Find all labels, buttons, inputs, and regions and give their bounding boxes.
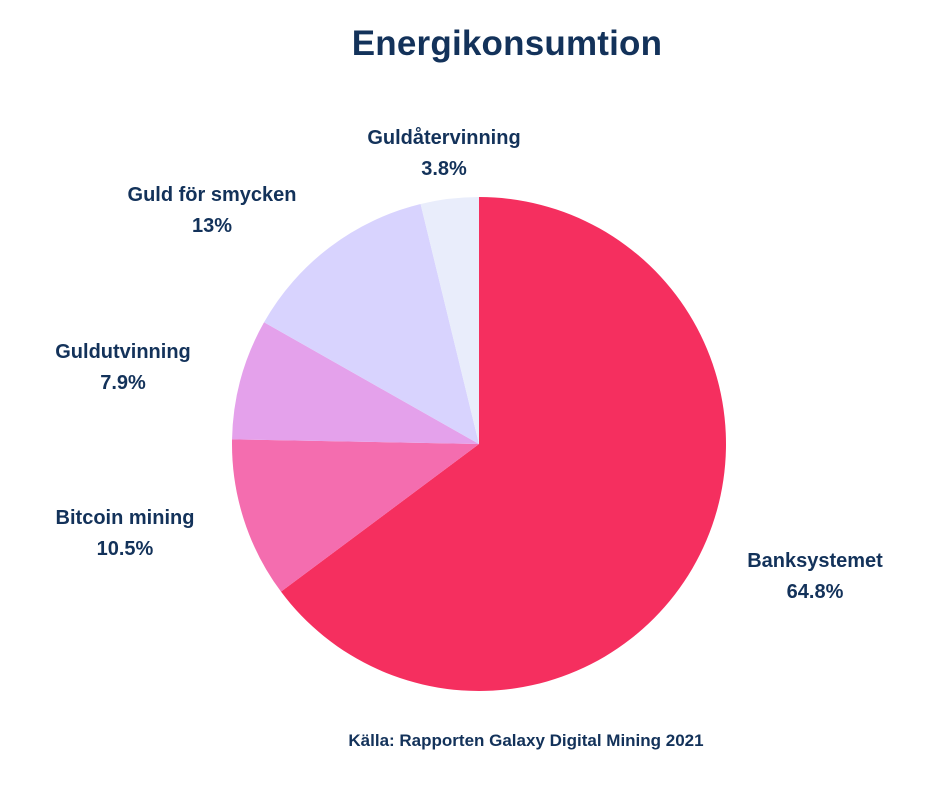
slice-label-guldutvinning: Guldutvinning 7.9% xyxy=(55,337,191,399)
pie-slice-guld-for-smycken xyxy=(264,204,479,444)
slice-name: Guldåtervinning xyxy=(367,127,521,149)
slice-name: Guldutvinning xyxy=(55,341,191,363)
slice-label-guld-for-smycken: Guld för smycken 13% xyxy=(128,180,297,242)
source-note: Källa: Rapporten Galaxy Digital Mining 2… xyxy=(348,731,704,750)
slice-name: Banksystemet xyxy=(747,550,883,572)
slice-value: 7.9% xyxy=(100,372,146,394)
slice-name: Guld för smycken xyxy=(127,184,297,206)
chart-title: Energikonsumtion xyxy=(351,24,663,63)
pie-slice-banksystemet xyxy=(281,197,726,691)
slice-label-bitcoin-mining: Bitcoin mining 10.5% xyxy=(56,503,195,565)
slice-value: 13% xyxy=(191,215,233,237)
slice-label-banksystemet: Banksystemet 64.8% xyxy=(747,546,883,608)
slice-value: 10.5% xyxy=(96,538,154,560)
slice-label-guldatervinning: Guldåtervinning 3.8% xyxy=(367,123,520,185)
pie-slices xyxy=(231,197,726,691)
pie-slice-bitcoin-mining xyxy=(231,439,479,592)
pie-slice-guldutvinning xyxy=(232,322,479,444)
slice-value: 3.8% xyxy=(421,158,467,180)
pie-slice-guldatervinning xyxy=(420,197,479,444)
slice-name: Bitcoin mining xyxy=(55,507,195,529)
slice-value: 64.8% xyxy=(786,581,844,603)
